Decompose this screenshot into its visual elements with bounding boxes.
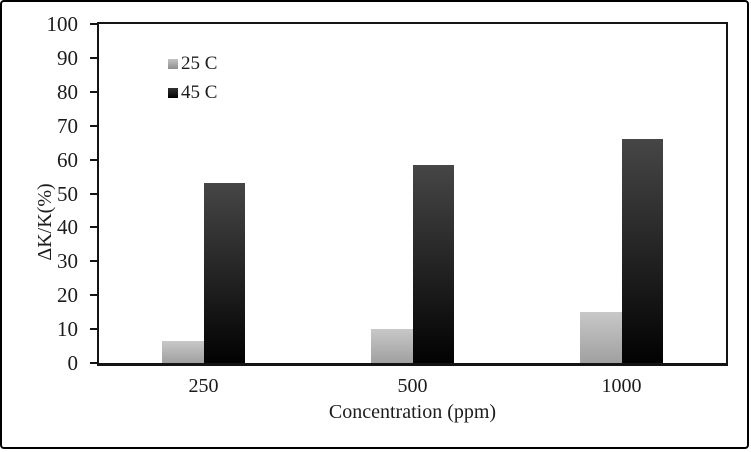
y-tick-label-50: 50 [57,181,78,206]
x-axis-title: Concentration (ppm) [328,401,497,423]
y-tick-mark-0 [90,362,98,364]
legend-item-25c: 25 C [168,54,217,74]
bar-25c-500 [371,329,413,363]
y-tick-mark-10 [90,328,98,331]
y-tick-label-100: 100 [46,12,79,36]
y-tick-label-30: 30 [57,249,78,274]
x-tick-label-1000: 1000 [601,375,642,397]
y-tick-label-90: 90 [57,45,78,70]
bar-45c-1000 [621,139,663,363]
plot-area [97,22,728,366]
y-tick-label-60: 60 [57,147,78,172]
y-tick-mark-50 [90,192,98,195]
legend: 25 C 45 C [168,54,217,103]
y-tick-label-80: 80 [57,79,78,104]
y-axis-title: ΔK/K(%) [34,183,56,261]
legend-label: 25 C [181,53,218,74]
y-tick-mark-30 [90,260,98,263]
y-tick-label-10: 10 [57,317,78,342]
x-tick-label-250: 250 [188,375,219,397]
bar-45c-500 [412,164,454,363]
y-tick-mark-80 [90,90,98,93]
y-tick-label-20: 20 [57,283,78,308]
y-tick-label-0: 0 [67,351,79,375]
y-tick-mark-70 [90,124,98,127]
legend-item-45c: 45 C [168,83,217,103]
y-tick-label-70: 70 [57,113,78,138]
y-tick-label-40: 40 [57,215,78,240]
bar-25c-1000 [580,312,622,363]
legend-label: 45 C [181,82,218,103]
x-tick-label-500: 500 [397,375,428,397]
bar-25c-250 [162,340,204,363]
legend-swatch-icon [168,88,178,98]
bar-45c-250 [203,183,245,363]
y-tick-mark-60 [90,158,98,161]
legend-swatch-icon [168,59,178,69]
y-tick-mark-20 [90,294,98,297]
y-tick-mark-100 [90,23,98,25]
y-tick-mark-90 [90,56,98,59]
y-tick-mark-40 [90,226,98,229]
